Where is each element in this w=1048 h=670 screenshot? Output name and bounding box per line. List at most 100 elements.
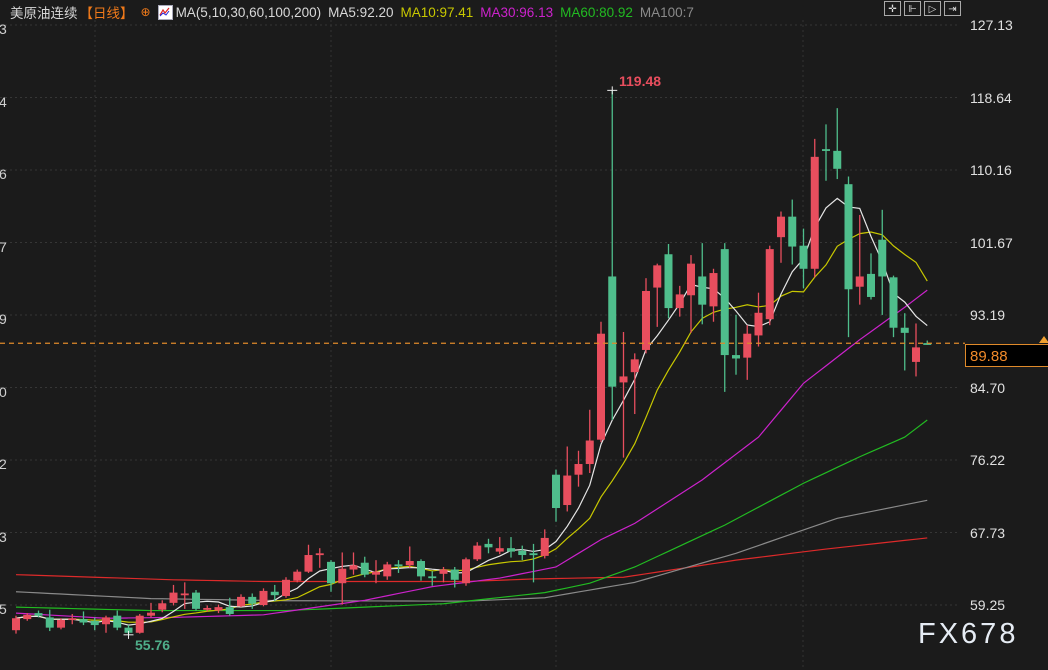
candle-up[interactable]: [473, 542, 482, 561]
candle-body: [315, 553, 324, 556]
candle-up[interactable]: [68, 613, 77, 625]
candle-down[interactable]: [833, 108, 842, 180]
candle-up[interactable]: [675, 285, 684, 317]
candle-body: [642, 290, 650, 350]
candle-up[interactable]: [495, 537, 504, 555]
candle-down[interactable]: [417, 559, 425, 581]
candle-up[interactable]: [630, 353, 639, 415]
candle-up[interactable]: [383, 561, 392, 580]
candle-down[interactable]: [507, 537, 515, 558]
candle-up[interactable]: [653, 263, 662, 327]
y-tick-label: 127.13: [970, 17, 1013, 33]
candle-down[interactable]: [225, 597, 234, 616]
candle-up[interactable]: [57, 618, 65, 630]
candle-up[interactable]: [169, 584, 178, 606]
candle-up[interactable]: [147, 602, 155, 618]
candle-down[interactable]: [529, 543, 538, 583]
candle-down[interactable]: [428, 571, 437, 586]
candle-down[interactable]: [248, 593, 257, 609]
candle-down[interactable]: [867, 253, 875, 300]
candle-down[interactable]: [900, 313, 909, 371]
candle-up[interactable]: [23, 613, 32, 621]
y-tick-label: 84.70: [970, 379, 1006, 396]
candle-down[interactable]: [327, 560, 335, 592]
candle-up[interactable]: [563, 446, 572, 512]
candle-down[interactable]: [552, 469, 560, 522]
play-range-icon[interactable]: ▷: [924, 1, 941, 16]
candle-down[interactable]: [822, 124, 830, 181]
candle-up[interactable]: [687, 255, 695, 333]
candle-body: [225, 607, 234, 614]
zoom-range-icon[interactable]: ⊩: [904, 1, 921, 16]
candle-up[interactable]: [158, 600, 167, 613]
candle-up[interactable]: [743, 325, 752, 380]
candle-up[interactable]: [642, 278, 650, 354]
candle-up[interactable]: [709, 268, 718, 322]
candle-down[interactable]: [192, 590, 200, 611]
candle-up[interactable]: [282, 577, 290, 598]
candle-down[interactable]: [270, 584, 279, 602]
candle-down[interactable]: [450, 566, 459, 588]
candle-up[interactable]: [462, 557, 470, 586]
candle-up[interactable]: [540, 529, 549, 559]
candle-down[interactable]: [360, 556, 369, 578]
candle-up[interactable]: [304, 544, 313, 573]
candle-down[interactable]: [844, 176, 853, 338]
candle-down[interactable]: [732, 314, 740, 375]
candle-up[interactable]: [765, 245, 774, 326]
candle-up[interactable]: [574, 450, 583, 487]
candle-up[interactable]: [293, 569, 302, 583]
candle-up[interactable]: [619, 332, 628, 458]
candle-body: [68, 618, 77, 621]
period-selector[interactable]: 【日线】: [79, 6, 134, 21]
candle-up[interactable]: [585, 409, 594, 473]
crosshair-icon[interactable]: ✛: [884, 1, 901, 16]
candle-down[interactable]: [889, 275, 898, 338]
candle-down[interactable]: [34, 610, 43, 618]
candle-down[interactable]: [664, 243, 673, 319]
left-tick-label: 2: [0, 456, 7, 472]
candle-down[interactable]: [799, 228, 808, 289]
candle-up[interactable]: [405, 546, 414, 568]
candle-down[interactable]: [788, 199, 797, 265]
candle-up[interactable]: [372, 560, 380, 584]
candle-down[interactable]: [518, 545, 527, 561]
price-arrow-icon[interactable]: [1039, 336, 1048, 343]
candle-up[interactable]: [180, 582, 189, 609]
candle-up[interactable]: [349, 552, 358, 575]
candle-up[interactable]: [912, 323, 920, 377]
candle-down[interactable]: [45, 609, 54, 632]
candle-down[interactable]: [698, 243, 707, 325]
candle-down[interactable]: [878, 209, 887, 315]
candle-up[interactable]: [810, 138, 819, 278]
exit-icon[interactable]: ⇥: [944, 1, 961, 16]
candle-up[interactable]: [214, 604, 223, 614]
candle-up[interactable]: [102, 615, 110, 633]
candle-up[interactable]: [237, 594, 245, 608]
candle-down[interactable]: [113, 610, 122, 631]
candle-up[interactable]: [135, 613, 144, 634]
candle-up[interactable]: [597, 321, 605, 443]
candle-up[interactable]: [315, 548, 324, 568]
candle-down[interactable]: [484, 538, 493, 554]
left-tick-label: 6: [0, 166, 7, 182]
candle-down[interactable]: [79, 611, 88, 626]
candle-body: [855, 276, 864, 287]
candle-down[interactable]: [720, 243, 729, 392]
circle-plus-icon[interactable]: ⊕: [140, 5, 151, 19]
candle-down[interactable]: [90, 617, 99, 631]
candle-up[interactable]: [259, 588, 268, 607]
candle-down[interactable]: [394, 560, 403, 573]
indicator-chart-icon[interactable]: [157, 4, 173, 20]
candle-up[interactable]: [338, 552, 347, 605]
ma-params[interactable]: MA(5,10,30,60,100,200): [175, 4, 322, 20]
candle-up[interactable]: [203, 605, 212, 612]
candle-down[interactable]: [608, 90, 617, 421]
candle-up[interactable]: [439, 566, 448, 583]
candle-up[interactable]: [777, 211, 785, 263]
candle-body: [529, 553, 538, 556]
candle-up[interactable]: [754, 292, 763, 347]
candle-up[interactable]: [855, 214, 864, 305]
candle-up[interactable]: [12, 615, 20, 634]
